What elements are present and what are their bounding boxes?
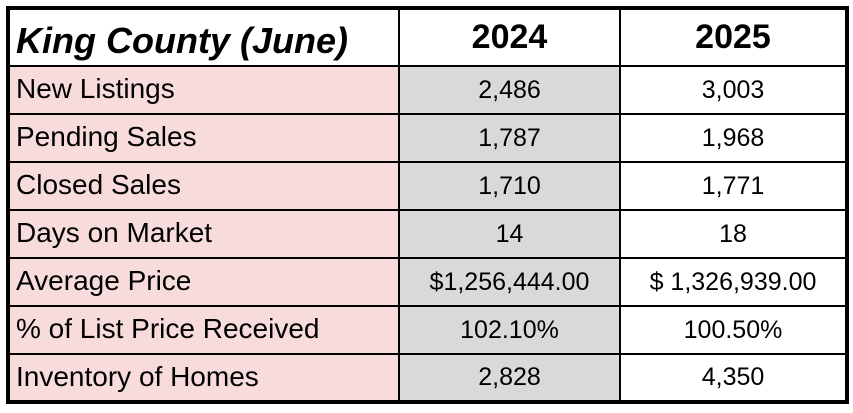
row-label-average-price: Average Price — [7, 257, 400, 307]
table-row-average-price: Average Price $1,256,444.00 $ 1,326,939.… — [7, 257, 848, 307]
value-2024-average-price: $1,256,444.00 — [398, 257, 621, 307]
value-2024-days-on-market: 14 — [398, 209, 621, 259]
table-row-new-listings: New Listings 2,486 3,003 — [7, 65, 848, 115]
value-2024-pct-list-price: 102.10% — [398, 305, 621, 355]
row-label-pending-sales: Pending Sales — [7, 113, 400, 163]
table-row-inventory: Inventory of Homes 2,828 4,350 — [7, 353, 848, 403]
table-row-pct-list-price: % of List Price Received 102.10% 100.50% — [7, 305, 848, 355]
table-row-days-on-market: Days on Market 14 18 — [7, 209, 848, 259]
value-2025-inventory: 4,350 — [619, 353, 848, 403]
row-label-pct-list-price: % of List Price Received — [7, 305, 400, 355]
column-header-2024: 2024 — [398, 7, 621, 67]
row-label-closed-sales: Closed Sales — [7, 161, 400, 211]
value-2025-days-on-market: 18 — [619, 209, 848, 259]
value-2024-pending-sales: 1,787 — [398, 113, 621, 163]
value-2025-pending-sales: 1,968 — [619, 113, 848, 163]
row-label-new-listings: New Listings — [7, 65, 400, 115]
value-2024-closed-sales: 1,710 — [398, 161, 621, 211]
table-row-closed-sales: Closed Sales 1,710 1,771 — [7, 161, 848, 211]
value-2024-new-listings: 2,486 — [398, 65, 621, 115]
column-header-2025: 2025 — [619, 7, 848, 67]
value-2025-new-listings: 3,003 — [619, 65, 848, 115]
value-2025-pct-list-price: 100.50% — [619, 305, 848, 355]
value-2025-closed-sales: 1,771 — [619, 161, 848, 211]
table-title: King County (June) — [7, 7, 400, 67]
header-row: King County (June) 2024 2025 — [7, 7, 848, 67]
table-region: King County (June) 2024 2025 New Listing… — [6, 6, 849, 404]
row-label-inventory: Inventory of Homes — [7, 353, 400, 403]
row-label-days-on-market: Days on Market — [7, 209, 400, 259]
value-2025-average-price: $ 1,326,939.00 — [619, 257, 848, 307]
king-county-stats-table: King County (June) 2024 2025 New Listing… — [6, 6, 849, 404]
table-row-pending-sales: Pending Sales 1,787 1,968 — [7, 113, 848, 163]
value-2024-inventory: 2,828 — [398, 353, 621, 403]
